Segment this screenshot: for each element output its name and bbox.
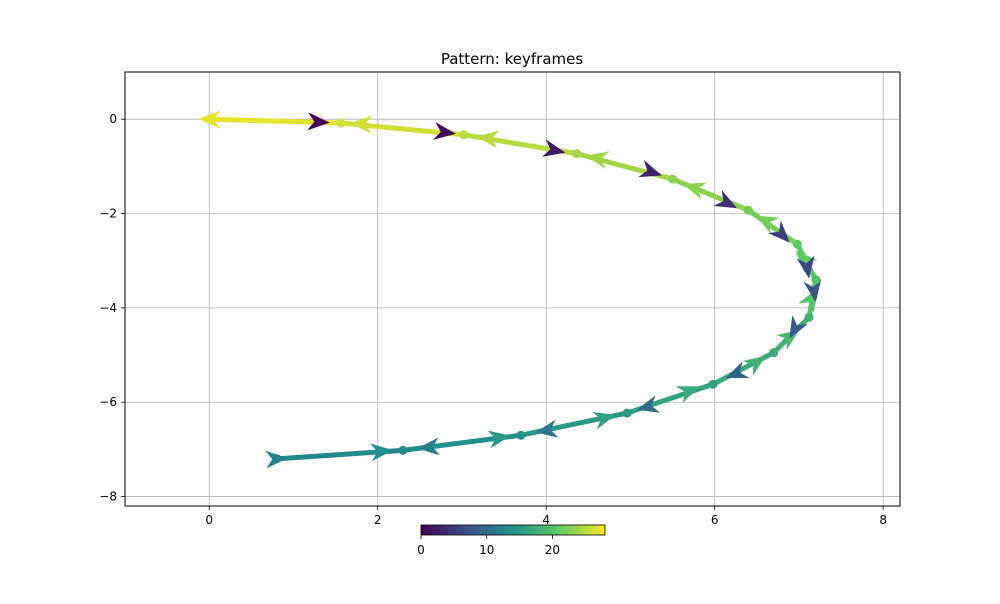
- path-segment: [794, 241, 819, 283]
- keyframe-point: [743, 205, 753, 215]
- direction-arrow: [742, 355, 766, 376]
- keyframe-point: [811, 275, 821, 285]
- keyframe-point: [769, 348, 779, 358]
- x-tick-label: 0: [205, 513, 213, 527]
- direction-arrow: [307, 112, 330, 131]
- plot-marks: [198, 110, 822, 469]
- keyframe-point: [668, 174, 678, 184]
- direction-arrow: [795, 250, 818, 273]
- keyframe-point: [204, 114, 214, 124]
- direction-arrow: [585, 151, 610, 169]
- direction-arrow: [535, 419, 559, 438]
- keyframe-point: [804, 312, 814, 322]
- direction-arrow: [713, 190, 738, 209]
- y-tick-label: −4: [99, 301, 117, 315]
- direction-arrow: [487, 430, 511, 449]
- keyframe-point: [572, 149, 582, 159]
- keyframe-point: [516, 430, 526, 440]
- plot-frame: [124, 71, 901, 507]
- direction-arrow: [433, 122, 457, 140]
- direction-arrow: [592, 411, 616, 430]
- keyframe-point: [792, 239, 802, 249]
- colorbar-tick-label: 20: [545, 543, 560, 557]
- path-segment: [670, 176, 751, 213]
- colorbar: [420, 524, 606, 536]
- x-tick-label: 2: [374, 513, 382, 527]
- direction-arrow: [675, 386, 700, 403]
- direction-arrow: [803, 279, 822, 303]
- colorbar-ticks: 0 10 20: [417, 535, 560, 557]
- keyframe-point: [459, 130, 469, 140]
- direction-arrow: [683, 182, 707, 200]
- direction-arrow: [370, 443, 393, 462]
- keyframe-point: [272, 454, 282, 464]
- x-tick-label: 8: [879, 513, 887, 527]
- direction-arrow: [349, 115, 373, 134]
- x-tick-label: 4: [542, 513, 550, 527]
- direction-arrow: [755, 215, 780, 234]
- direction-arrow: [767, 220, 790, 243]
- direction-arrow: [789, 315, 808, 339]
- path-segment: [745, 207, 800, 247]
- keyframe-point: [336, 118, 346, 128]
- y-tick-label: −8: [99, 490, 117, 504]
- colorbar-tick-label: 0: [417, 543, 425, 557]
- y-tick-label: −6: [99, 395, 117, 409]
- keyframe-point: [708, 379, 718, 389]
- chart-title: Pattern: keyframes: [441, 50, 584, 68]
- x-tick-label: 6: [711, 513, 719, 527]
- axis-ticks: 0 2 4 6 8 0 −2 −4 −6 −8: [99, 112, 887, 527]
- direction-arrow: [725, 361, 750, 379]
- keyframe-point: [398, 445, 408, 455]
- direction-arrow: [417, 437, 441, 456]
- direction-arrow: [638, 160, 662, 178]
- direction-arrow: [476, 130, 500, 149]
- direction-arrow: [541, 139, 566, 157]
- y-tick-label: 0: [109, 112, 117, 126]
- grid: [125, 72, 900, 506]
- direction-arrow: [636, 395, 661, 413]
- y-tick-label: −2: [99, 207, 117, 221]
- direction-arrow: [796, 255, 815, 279]
- colorbar-tick-label: 10: [479, 543, 494, 557]
- keyframe-point: [622, 408, 632, 418]
